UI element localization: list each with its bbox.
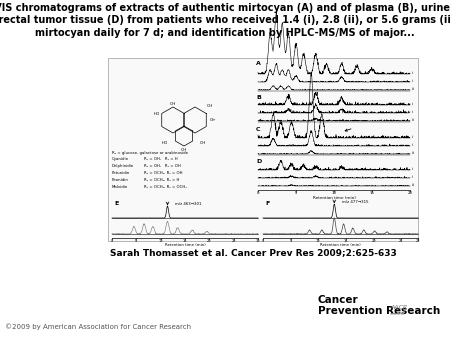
- Text: ii: ii: [412, 175, 414, 179]
- Text: 15: 15: [344, 239, 348, 243]
- Text: 0: 0: [257, 191, 259, 195]
- Text: HO: HO: [162, 141, 168, 145]
- Text: Retention time (min): Retention time (min): [165, 243, 205, 247]
- Text: HO: HO: [154, 112, 160, 116]
- Text: 28: 28: [416, 239, 420, 243]
- Text: m/z 463→301: m/z 463→301: [176, 202, 202, 206]
- Text: iii: iii: [412, 87, 415, 91]
- Text: Cancer
Prevention Research: Cancer Prevention Research: [318, 295, 440, 316]
- Text: Retention time (min): Retention time (min): [313, 196, 356, 200]
- Text: ii: ii: [412, 143, 414, 147]
- Text: i: i: [412, 135, 413, 139]
- Text: i: i: [412, 102, 413, 106]
- Text: 0: 0: [262, 239, 264, 243]
- Text: 20: 20: [408, 191, 413, 195]
- Text: i: i: [412, 71, 413, 75]
- Text: ii: ii: [412, 79, 414, 83]
- Text: D: D: [256, 159, 261, 164]
- Text: 5: 5: [135, 239, 137, 243]
- Text: 15: 15: [369, 191, 374, 195]
- Text: 10: 10: [316, 239, 320, 243]
- Text: iii: iii: [412, 183, 415, 187]
- Text: Peonidin: Peonidin: [112, 178, 129, 182]
- Text: R₁ = OH,   R₂ = H: R₁ = OH, R₂ = H: [144, 157, 178, 161]
- Text: ▬▬▬▬: ▬▬▬▬: [390, 312, 405, 316]
- Text: O+: O+: [210, 118, 216, 122]
- Text: ii: ii: [412, 110, 414, 114]
- Text: iii: iii: [412, 151, 415, 155]
- Text: 20: 20: [207, 239, 211, 243]
- Text: 20: 20: [371, 239, 376, 243]
- Text: i: i: [412, 167, 413, 171]
- Text: 15: 15: [183, 239, 187, 243]
- Text: Cyanidin: Cyanidin: [112, 157, 129, 161]
- Text: OH: OH: [200, 141, 206, 145]
- Text: 10: 10: [158, 239, 163, 243]
- Text: 10: 10: [332, 191, 337, 195]
- Text: 30: 30: [256, 239, 260, 243]
- Text: m/z 477→315: m/z 477→315: [342, 200, 369, 204]
- Text: OH: OH: [170, 102, 176, 106]
- Text: Delphinidin: Delphinidin: [112, 164, 135, 168]
- Text: Retention time (min): Retention time (min): [320, 243, 361, 247]
- Text: OH: OH: [207, 104, 213, 108]
- Text: iii: iii: [412, 118, 415, 122]
- Text: 25: 25: [399, 239, 404, 243]
- Text: Sarah Thomasset et al. Cancer Prev Res 2009;2:625-633: Sarah Thomasset et al. Cancer Prev Res 2…: [110, 248, 397, 257]
- Text: R₁ = OCH₃, R₂ = OCH₃: R₁ = OCH₃, R₂ = OCH₃: [144, 185, 187, 189]
- Text: B: B: [256, 95, 261, 100]
- Text: Malvidin: Malvidin: [112, 185, 128, 189]
- Text: 5: 5: [295, 191, 297, 195]
- Text: HPLC-VIS chromatograms of extracts of authentic mirtocyan (A) and of plasma (B),: HPLC-VIS chromatograms of extracts of au…: [0, 3, 450, 38]
- Bar: [108, 58, 418, 241]
- Text: Petunidin: Petunidin: [112, 171, 130, 175]
- Text: E: E: [114, 201, 118, 206]
- Text: R₁ = OCH₃, R₂ = OH: R₁ = OCH₃, R₂ = OH: [144, 171, 183, 175]
- Text: C: C: [256, 127, 261, 132]
- Text: R₁ = OCH₃, R₂ = H: R₁ = OCH₃, R₂ = H: [144, 178, 180, 182]
- Text: F: F: [265, 201, 269, 206]
- Text: 25: 25: [231, 239, 236, 243]
- Text: ©2009 by American Association for Cancer Research: ©2009 by American Association for Cancer…: [5, 323, 191, 330]
- Text: 0: 0: [111, 239, 113, 243]
- Text: AACR: AACR: [390, 305, 407, 310]
- Text: R₃ = glucose, galactose or arabinoside: R₃ = glucose, galactose or arabinoside: [112, 151, 188, 155]
- Text: A: A: [256, 61, 261, 66]
- Text: OH: OH: [181, 148, 187, 152]
- Text: 5: 5: [289, 239, 292, 243]
- Text: R₁ = OH,   R₂ = OH: R₁ = OH, R₂ = OH: [144, 164, 181, 168]
